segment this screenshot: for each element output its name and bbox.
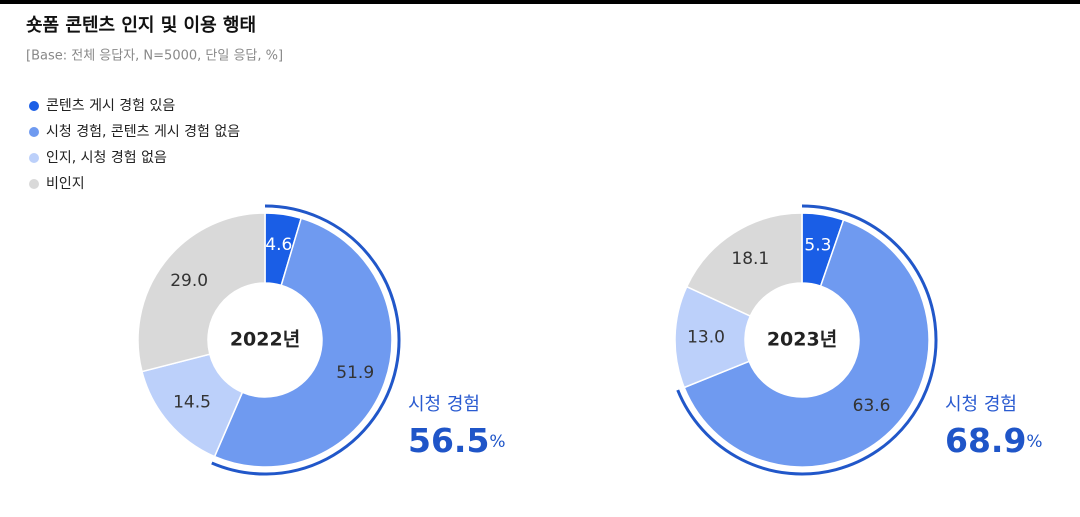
highlight-unit: % (489, 432, 505, 452)
highlight-value: 68.9% (945, 421, 1043, 460)
legend-label: 비인지 (46, 176, 85, 192)
highlight-label: 시청 경험 (945, 394, 1017, 415)
highlight-arc (676, 204, 938, 476)
legend-label: 인지, 시청 경험 없음 (46, 150, 167, 166)
legend-dot (29, 127, 39, 137)
legend-label: 콘텐츠 게시 경험 있음 (46, 98, 175, 114)
highlight-number: 68.9 (945, 421, 1026, 460)
top-bar (0, 0, 1080, 4)
pie-slice (213, 217, 393, 468)
value-label: 63.6 (853, 396, 891, 416)
value-label: 5.3 (804, 235, 831, 255)
chart-title: 숏폼 콘텐츠 인지 및 이용 행태 (26, 15, 256, 36)
center-label: 2022년 (230, 329, 300, 351)
value-label: 13.0 (687, 328, 725, 348)
legend-dot (29, 153, 39, 163)
highlight-value: 56.5% (408, 421, 506, 460)
pie-slice (137, 212, 266, 373)
pie-slice (683, 219, 930, 468)
value-label: 18.1 (731, 249, 769, 269)
highlight-label: 시청 경험 (408, 394, 480, 415)
value-label: 29.0 (170, 271, 208, 291)
legend-dot (29, 101, 39, 111)
highlight-arc (211, 204, 401, 476)
legend-dot (29, 179, 39, 189)
value-label: 51.9 (336, 363, 374, 383)
value-label: 14.5 (173, 392, 211, 412)
highlight-unit: % (1026, 432, 1042, 452)
value-label: 4.6 (265, 235, 292, 255)
pie-slice (685, 212, 803, 318)
highlight-number: 56.5 (408, 421, 489, 460)
legend-label: 시청 경험, 콘텐츠 게시 경험 없음 (46, 124, 240, 140)
center-label: 2023년 (767, 329, 837, 351)
chart-subtitle: [Base: 전체 응답자, N=5000, 단일 응답, %] (26, 49, 283, 64)
